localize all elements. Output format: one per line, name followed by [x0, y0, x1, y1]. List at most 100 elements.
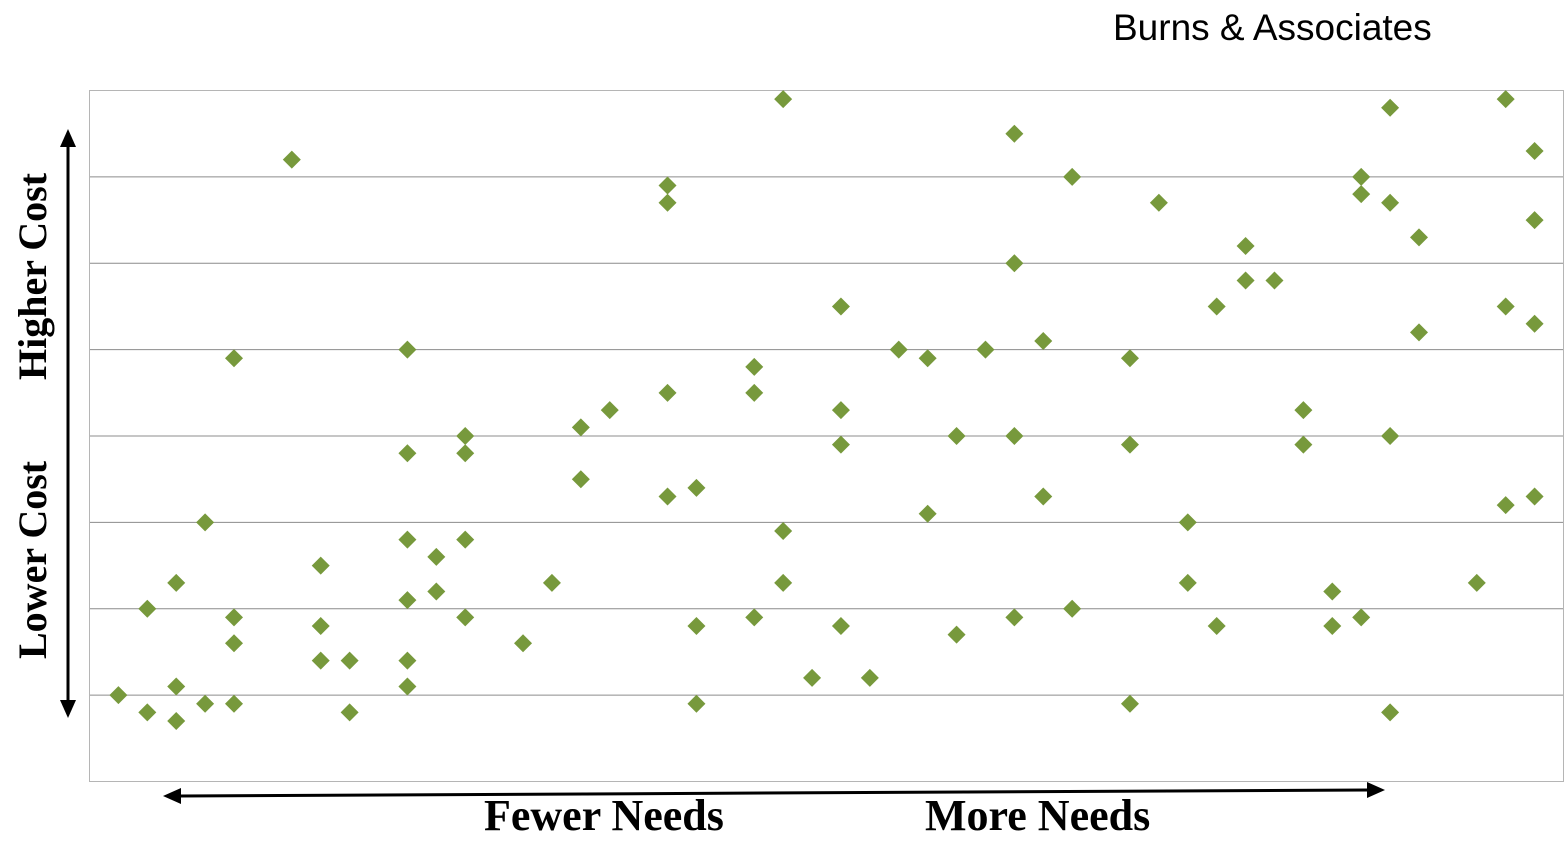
x-axis-arrowhead-left: [163, 788, 181, 804]
data-point: [1352, 608, 1371, 627]
data-point: [774, 90, 793, 109]
y-axis-arrowhead-down: [60, 700, 76, 718]
data-point: [398, 444, 417, 463]
brand-label: Burns & Associates: [1113, 7, 1432, 48]
data-point: [311, 651, 330, 670]
data-point: [831, 401, 850, 420]
data-point: [860, 668, 879, 687]
data-point: [1265, 271, 1284, 290]
data-point: [947, 625, 966, 644]
data-point: [1178, 573, 1197, 592]
x-axis-arrow-shaft: [179, 788, 1369, 798]
data-point: [311, 617, 330, 636]
data-point: [427, 547, 446, 566]
data-point: [658, 487, 677, 506]
data-point: [976, 340, 995, 359]
data-point: [138, 599, 157, 618]
data-point: [571, 470, 590, 489]
data-point: [138, 703, 157, 722]
data-point: [1236, 236, 1255, 255]
data-point: [398, 651, 417, 670]
data-point: [225, 694, 244, 713]
data-point: [225, 608, 244, 627]
data-point: [167, 677, 186, 696]
data-point: [456, 530, 475, 549]
y-axis-low-label: Lower Cost: [10, 460, 55, 659]
data-point: [571, 418, 590, 437]
data-point: [1207, 617, 1226, 636]
data-point: [1352, 167, 1371, 186]
data-point: [514, 634, 533, 653]
data-point: [456, 427, 475, 445]
data-point: [774, 522, 793, 541]
data-point: [745, 608, 764, 627]
data-point: [1496, 297, 1515, 316]
x-axis-arrowhead-right: [1367, 782, 1385, 798]
data-point: [1525, 141, 1544, 160]
data-point: [427, 582, 446, 601]
data-point: [398, 530, 417, 549]
data-point: [1525, 211, 1544, 230]
data-point: [542, 573, 561, 592]
data-point: [1525, 314, 1544, 333]
data-point: [1525, 487, 1544, 506]
data-point: [1294, 435, 1313, 454]
data-point: [398, 677, 417, 696]
data-point: [745, 383, 764, 402]
data-point: [1381, 193, 1400, 212]
x-axis-high-label: More Needs: [925, 791, 1151, 840]
data-point: [831, 435, 850, 454]
data-point: [1034, 331, 1053, 350]
data-point: [745, 357, 764, 376]
data-point: [1381, 703, 1400, 722]
data-point: [831, 297, 850, 316]
data-point: [918, 349, 937, 368]
data-point: [1005, 608, 1024, 627]
data-point: [774, 573, 793, 592]
data-point: [687, 694, 706, 713]
data-point: [947, 427, 966, 445]
y-axis-arrowhead-up: [60, 129, 76, 147]
axis-arrows: [60, 129, 1385, 804]
data-point: [1207, 297, 1226, 316]
data-point: [1120, 435, 1139, 454]
data-point: [1294, 401, 1313, 420]
data-point: [658, 176, 677, 195]
data-point: [196, 694, 215, 713]
data-point: [1409, 323, 1428, 342]
data-point: [167, 712, 186, 731]
data-point: [1381, 427, 1400, 445]
data-point: [340, 703, 359, 722]
data-point: [1352, 185, 1371, 204]
y-axis-high-label: Higher Cost: [10, 172, 55, 380]
data-point: [658, 193, 677, 212]
data-point: [687, 617, 706, 636]
data-point: [889, 340, 908, 359]
data-point: [1381, 98, 1400, 117]
data-point: [803, 668, 822, 687]
data-point: [1063, 599, 1082, 618]
data-point: [456, 444, 475, 463]
data-point: [658, 383, 677, 402]
data-point: [1005, 254, 1024, 273]
data-point: [687, 478, 706, 497]
data-point: [398, 340, 417, 359]
data-point: [311, 556, 330, 575]
data-point: [1467, 573, 1486, 592]
x-axis-low-label: Fewer Needs: [484, 791, 724, 840]
data-point: [109, 686, 128, 705]
data-point: [1005, 427, 1024, 445]
data-point: [225, 349, 244, 368]
data-markers: [109, 90, 1544, 731]
data-point: [831, 617, 850, 636]
data-point: [1063, 167, 1082, 186]
grid-lines: [89, 176, 1564, 696]
data-point: [1496, 496, 1515, 515]
data-point: [167, 573, 186, 592]
data-point: [1005, 124, 1024, 143]
data-point: [1496, 90, 1515, 109]
data-point: [1323, 582, 1342, 601]
data-point: [1236, 271, 1255, 290]
data-point: [1034, 487, 1053, 506]
